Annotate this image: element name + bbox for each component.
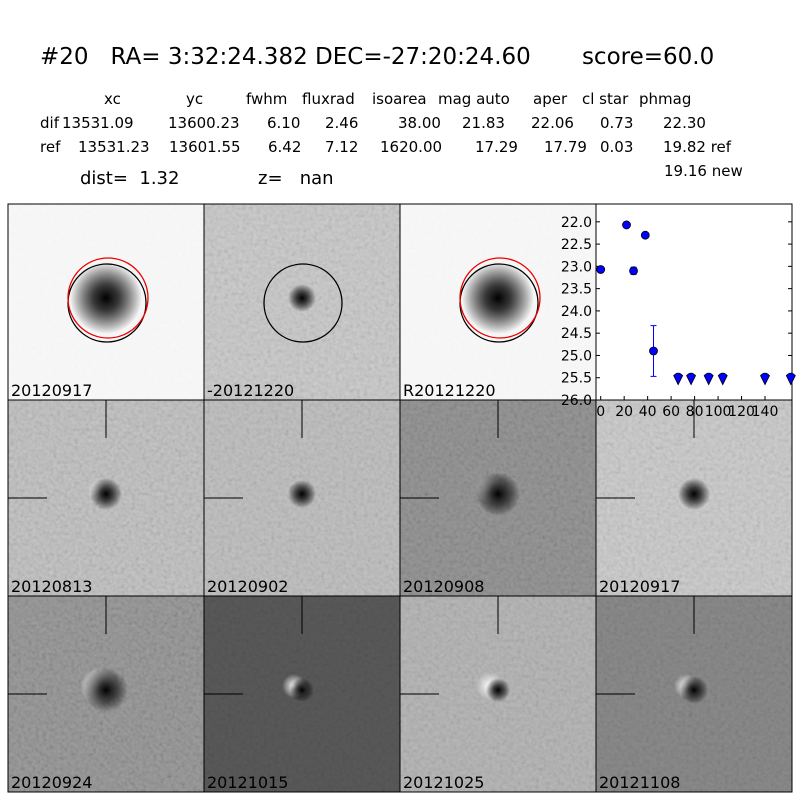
table-cell: 1620.00 [380,138,442,156]
y-tick-label: 25.0 [561,348,592,364]
panel-frame [595,595,793,793]
x-tick-label: 80 [686,404,704,420]
source [476,472,520,516]
y-tick-label: 24.0 [561,304,592,320]
x-tick-label: 120 [728,404,755,420]
table-cell: 38.00 [398,114,441,132]
panel-label: 20120924 [11,773,92,792]
aperture-ref [67,257,149,339]
panel-label: 20120902 [207,577,288,596]
plot-area [595,203,793,401]
source [90,478,122,510]
panel-label: 20120917 [599,577,680,596]
upper-limit [785,372,796,386]
column-header: phmag [639,90,691,108]
table-cell: dif [40,114,60,132]
table-cell: 22.30 [663,114,706,132]
source [486,678,510,702]
source [462,262,534,334]
column-header: xc [104,90,121,108]
y-tick-label: 22.5 [561,237,592,253]
column-header: yc [186,90,203,108]
table-cell: 22.06 [531,114,574,132]
y-tick-label: 23.0 [561,259,592,275]
table-cell: 13531.23 [78,138,150,156]
y-tick-label: 25.5 [561,371,592,387]
upper-limit [703,372,714,386]
table-cell: 2.46 [325,114,358,132]
column-header: fwhm [246,90,287,108]
panel-label: 20121025 [403,773,484,792]
panel-label: 20120908 [403,577,484,596]
table-cell: 19.82 ref [663,138,732,156]
table-cell: 21.83 [462,114,505,132]
table-cell: ref [40,138,61,156]
column-header: isoarea [372,90,427,108]
aperture-ref [459,257,541,339]
title: #20 RA= 3:32:24.382 DEC=-27:20:24.60 sco… [40,44,714,70]
source [70,262,142,334]
table-cell: 6.10 [267,114,300,132]
upper-limit [717,372,728,386]
table-cell: 13531.09 [62,114,134,132]
point [649,346,658,356]
table-cell: 0.73 [600,114,633,132]
source [84,668,128,712]
y-tick-label: 23.5 [561,282,592,298]
x-tick-label: 100 [705,404,732,420]
column-header: mag auto [438,90,510,108]
source [288,284,316,312]
upper-limit [686,372,697,386]
panel-label: 20120813 [11,577,92,596]
upper-limit [673,372,684,386]
column-header: aper [533,90,568,108]
source [290,678,314,702]
table-cell: 13600.23 [168,114,240,132]
column-header: cl star [582,90,629,108]
source [680,676,708,704]
upper-limit [760,372,770,386]
y-tick-label: 26.0 [561,393,592,409]
panel-label: -20121220 [207,381,294,400]
y-tick-label: 22.0 [561,215,592,231]
x-tick-label: 20 [615,404,633,420]
panel-label: 20120917 [11,381,92,400]
source [678,478,710,510]
point [640,230,650,240]
dist: dist= 1.32 [80,168,179,189]
point [629,266,638,276]
aperture [263,263,343,343]
table-cell: 13601.55 [169,138,241,156]
panel-label: 20121108 [599,773,680,792]
x-tick-label: 60 [662,404,680,420]
table-cell: 7.12 [325,138,358,156]
table-cell: 0.03 [600,138,633,156]
table-cell: 6.42 [268,138,301,156]
panel-label: R20121220 [403,381,496,400]
point [596,265,606,274]
x-tick-label: 0 [596,404,605,420]
source [288,480,316,508]
new-phmag: 19.16 new [664,162,743,180]
column-header: fluxrad [302,90,355,108]
y-tick-label: 24.5 [561,326,592,342]
panel-label: 20121015 [207,773,288,792]
point [622,220,631,230]
redshift: z= nan [258,168,334,189]
x-tick-label: 140 [752,404,779,420]
table-cell: 17.79 [544,138,587,156]
table-cell: 17.29 [475,138,518,156]
x-tick-label: 40 [639,404,657,420]
